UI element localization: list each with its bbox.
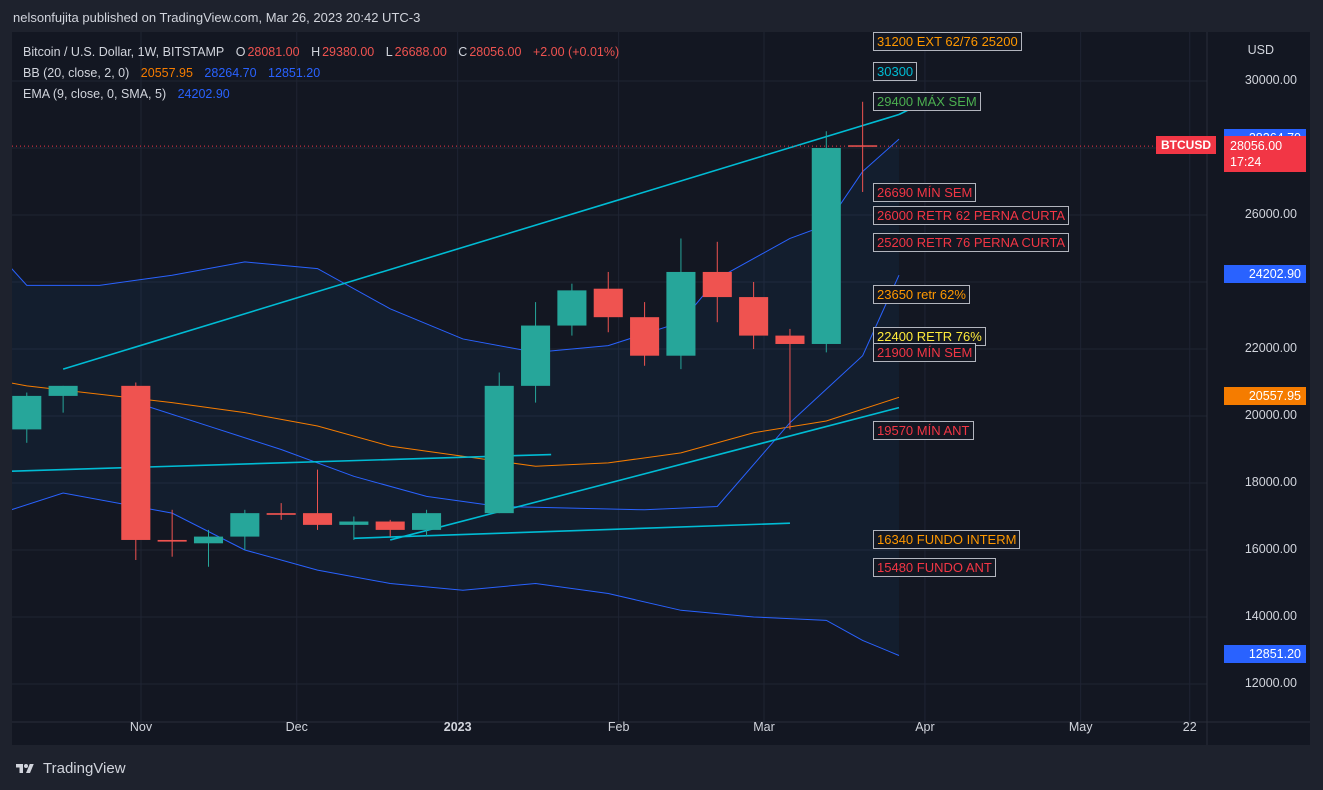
ohlc-low: 26688.00 [394, 45, 447, 59]
time-tick-label: Apr [915, 720, 935, 734]
price-tick-label: 12000.00 [1244, 676, 1297, 690]
price-tick-label: 16000.00 [1244, 542, 1297, 556]
candle-body [702, 271, 732, 298]
price-tick-label: 22000.00 [1244, 341, 1297, 355]
annotation-label[interactable]: 23650 retr 62% [873, 284, 970, 304]
annotation-label[interactable]: 26000 RETR 62 PERNA CURTA [873, 206, 1070, 225]
candle-body [412, 513, 442, 530]
symbol-legend[interactable]: Bitcoin / U.S. Dollar, 1W, BITSTAMP O 280… [23, 45, 621, 59]
annotation-label[interactable]: 19570 MÍN ANT [873, 421, 974, 441]
candle-body [48, 385, 78, 396]
price-tick-label: 14000.00 [1244, 609, 1297, 623]
time-tick-label: 22 [1182, 720, 1197, 734]
candle-body [339, 521, 369, 525]
annotation-label[interactable]: 16340 FUNDO INTERM [873, 529, 1021, 549]
ema-value: 24202.90 [177, 87, 230, 101]
price-tick-label: 30000.00 [1244, 73, 1297, 87]
ohlc-low-label: L [385, 45, 393, 59]
candle-body [630, 317, 660, 356]
bb-upper-line [12, 138, 900, 353]
time-tick-label: Mar [753, 720, 775, 734]
tradingview-brand: TradingView [43, 760, 126, 777]
currency-label: USD [1247, 43, 1274, 57]
last-price: 28056.00 [1230, 139, 1283, 154]
last-price-tag: 28056.00 17:24 [1224, 136, 1306, 173]
candle-body [157, 539, 187, 542]
candle-body [775, 335, 805, 344]
trendline [12, 453, 552, 472]
price-tick-label: 26000.00 [1244, 207, 1297, 221]
price-chart[interactable] [12, 32, 1310, 745]
candle-body [12, 395, 42, 430]
candle-body [666, 271, 696, 356]
bb-legend[interactable]: BB (20, close, 2, 0) 20557.95 28264.70 1… [23, 66, 322, 80]
trendline [62, 113, 900, 370]
candle-body [811, 148, 841, 344]
publisher-line: nelsonfujita published on TradingView.co… [13, 10, 421, 25]
candle-body [848, 145, 878, 147]
annotation-label[interactable]: 30300 [873, 61, 918, 81]
candle-body [593, 288, 623, 318]
candle-body [302, 513, 333, 525]
trendline [389, 406, 900, 541]
bar-countdown: 17:24 [1230, 155, 1262, 170]
ohlc-open-label: O [235, 45, 246, 59]
indicator-price-tag: 20557.95 [1224, 387, 1306, 406]
annotation-label[interactable]: 31200 EXT 62/76 25200 [873, 32, 1022, 51]
candle-body [375, 521, 405, 530]
candle-body [557, 290, 587, 326]
bb-basis-line [12, 382, 900, 467]
ohlc-high: 29380.00 [322, 45, 375, 59]
indicator-price-tag: 12851.20 [1224, 645, 1306, 664]
candle-body [739, 297, 769, 336]
annotation-label[interactable]: 26690 MÍN SEM [873, 182, 977, 202]
bb-basis-value: 20557.95 [140, 66, 193, 80]
candle-body [230, 513, 260, 537]
time-tick-label: May [1068, 720, 1093, 734]
candle-body [193, 536, 224, 544]
tradingview-logo-icon [16, 763, 34, 773]
indicator-price-tag: 24202.90 [1224, 265, 1306, 284]
chart-area[interactable]: Bitcoin / U.S. Dollar, 1W, BITSTAMP O 280… [12, 32, 1310, 745]
ohlc-open: 28081.00 [247, 45, 300, 59]
annotation-label[interactable]: 25200 RETR 76 PERNA CURTA [873, 232, 1070, 252]
bb-lower-line [12, 492, 900, 656]
annotation-label[interactable]: 15480 FUNDO ANT [873, 558, 996, 578]
candle-body [121, 385, 151, 540]
bb-upper-value: 28264.70 [204, 66, 257, 80]
bb-lower-value: 12851.20 [268, 66, 321, 80]
time-tick-label: Feb [607, 720, 630, 734]
ohlc-change: +2.00 (+0.01%) [532, 45, 620, 59]
ema-line [135, 274, 900, 511]
time-tick-label: Nov [129, 720, 153, 734]
ohlc-close: 28056.00 [469, 45, 522, 59]
symbol-name: Bitcoin / U.S. Dollar, 1W, BITSTAMP [23, 45, 225, 59]
footer-brand[interactable]: TradingView [13, 760, 126, 777]
ticker-tag: BTCUSD [1156, 136, 1216, 155]
candle-body [484, 385, 514, 514]
annotation-label[interactable]: 21900 MÍN SEM [873, 343, 977, 363]
annotation-label[interactable]: 29400 MÁX SEM [873, 92, 981, 112]
candle-body [266, 513, 296, 515]
ema-legend[interactable]: EMA (9, close, 0, SMA, 5) 24202.90 [23, 87, 232, 101]
price-tick-label: 18000.00 [1244, 475, 1297, 489]
ohlc-close-label: C [458, 45, 468, 59]
candle-body [521, 325, 551, 386]
ohlc-high-label: H [311, 45, 321, 59]
price-tick-label: 20000.00 [1244, 408, 1297, 422]
time-tick-label: 2023 [443, 720, 472, 734]
time-tick-label: Dec [285, 720, 308, 734]
bb-label: BB (20, close, 2, 0) [23, 66, 130, 80]
ema-label: EMA (9, close, 0, SMA, 5) [23, 87, 167, 101]
